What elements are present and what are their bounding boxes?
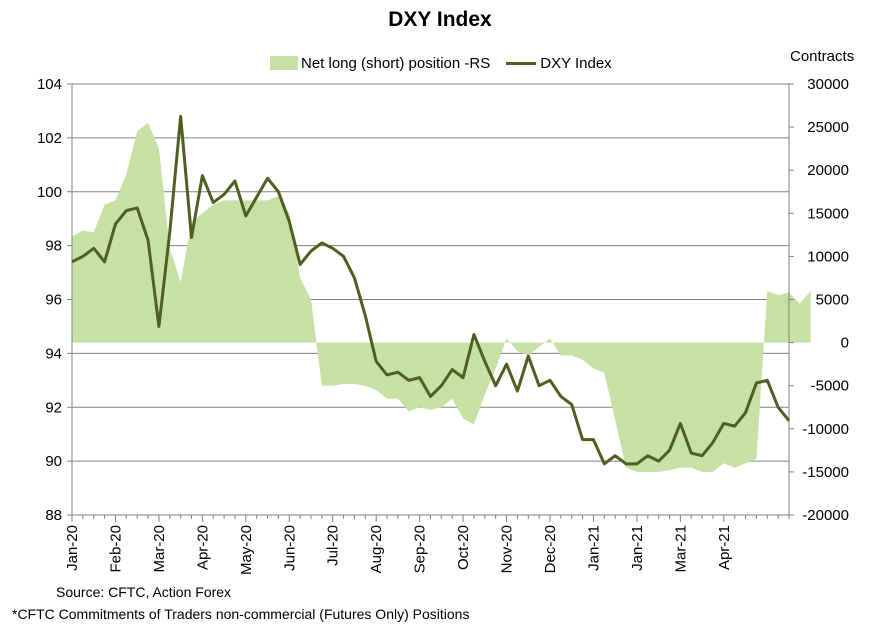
x-tick-label: Nov-20 xyxy=(499,525,516,573)
left-tick-label: 96 xyxy=(45,292,62,309)
left-tick-label: 102 xyxy=(37,130,62,147)
right-tick-label: 30000 xyxy=(807,76,849,93)
right-axis-title: Contracts xyxy=(790,48,855,65)
x-tick-label: Oct-20 xyxy=(455,525,472,570)
x-tick-label: Jun-20 xyxy=(281,525,298,571)
left-tick-label: 100 xyxy=(37,184,62,201)
x-tick-label: Jan-21 xyxy=(629,525,646,571)
right-tick-label: 0 xyxy=(841,335,849,352)
left-tick-label: 104 xyxy=(37,76,62,93)
line-series-dxy xyxy=(71,114,791,466)
x-tick-label: May-20 xyxy=(238,525,255,575)
x-tick-label: Dec-20 xyxy=(542,525,559,573)
area-series-net-position xyxy=(72,122,811,472)
right-tick-label: 5000 xyxy=(816,292,849,309)
x-tick-label: Apr-21 xyxy=(716,525,733,570)
x-tick-label: Jan-21 xyxy=(585,525,602,571)
legend-line-swatch xyxy=(506,61,537,65)
right-tick-label: -20000 xyxy=(802,507,849,524)
left-tick-label: 92 xyxy=(45,399,62,416)
legend-area-label: Net long (short) position -RS xyxy=(301,54,491,72)
x-tick-label: Feb-20 xyxy=(107,525,124,573)
right-tick-label: -5000 xyxy=(811,378,849,395)
x-tick-label: Jul-20 xyxy=(325,525,342,566)
right-tick-label: -15000 xyxy=(802,464,849,481)
legend-area-swatch xyxy=(270,56,298,70)
x-tick-label: Aug-20 xyxy=(368,525,385,573)
chart-legend: Net long (short) position -RS DXY Index xyxy=(270,53,612,73)
x-tick-label: Sep-20 xyxy=(412,525,429,573)
x-tick-label: Jan-20 xyxy=(64,525,81,571)
x-tick-label: Mar-20 xyxy=(151,525,168,573)
right-tick-label: 15000 xyxy=(807,205,849,222)
x-tick-label: Mar-21 xyxy=(672,525,689,573)
right-tick-label: -10000 xyxy=(802,421,849,438)
footnote: *CFTC Commitments of Traders non-commerc… xyxy=(12,606,470,622)
left-tick-label: 94 xyxy=(45,345,62,362)
x-tick-label: Apr-20 xyxy=(194,525,211,570)
right-tick-label: 10000 xyxy=(807,248,849,265)
source-note: Source: CFTC, Action Forex xyxy=(56,584,232,600)
right-tick-label: 25000 xyxy=(807,119,849,136)
right-tick-label: 20000 xyxy=(807,162,849,179)
left-tick-label: 98 xyxy=(45,238,62,255)
chart-title: DXY Index xyxy=(388,8,492,31)
left-tick-label: 90 xyxy=(45,453,62,470)
left-tick-label: 88 xyxy=(45,507,62,524)
legend-line-label: DXY Index xyxy=(540,54,612,72)
